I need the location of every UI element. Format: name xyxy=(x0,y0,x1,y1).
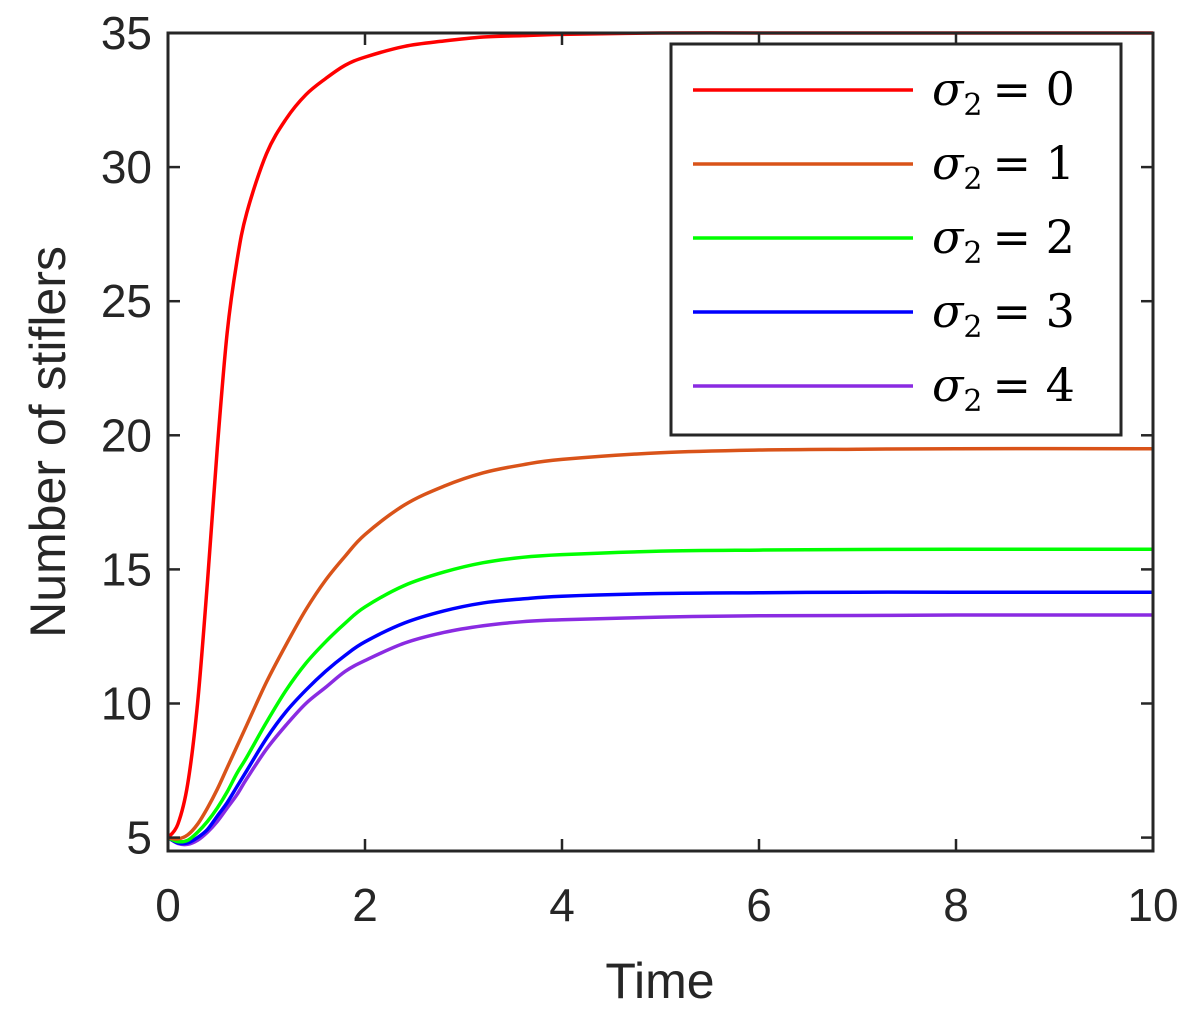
legend: σ2 = 0 σ2 = 1 σ2 = 2 σ2 = 3 σ2 = 4 xyxy=(669,42,1123,437)
y-tick-label: 30 xyxy=(101,141,152,193)
y-tick-label: 25 xyxy=(101,275,152,327)
y-axis-title: Number of stiflers xyxy=(20,246,76,638)
legend-label: σ2 = 3 xyxy=(932,284,1075,345)
x-tick-label: 10 xyxy=(1127,879,1178,931)
y-tick-label: 20 xyxy=(101,409,152,461)
series-line-1 xyxy=(167,446,1154,841)
x-tick-labels: 0 2 4 6 8 10 xyxy=(155,879,1178,931)
x-tick-label: 0 xyxy=(155,879,181,931)
legend-label: σ2 = 0 xyxy=(932,62,1075,123)
axis-ticks xyxy=(166,31,1155,851)
y-tick-label: 5 xyxy=(126,812,152,864)
series-line-2 xyxy=(167,547,1154,844)
legend-label: σ2 = 4 xyxy=(932,358,1075,419)
legend-item: σ2 = 2 xyxy=(693,210,1075,271)
y-tick-label: 15 xyxy=(101,543,152,595)
x-axis-title: Time xyxy=(605,953,714,1009)
x-tick-label: 6 xyxy=(746,879,772,931)
x-tick-label: 2 xyxy=(352,879,378,931)
series-line-3 xyxy=(167,590,1153,846)
legend-item: σ2 = 4 xyxy=(693,358,1075,419)
legend-label: σ2 = 2 xyxy=(932,210,1075,271)
legend-label: σ2 = 1 xyxy=(932,136,1075,197)
y-tick-label: 35 xyxy=(101,7,152,59)
legend-item: σ2 = 3 xyxy=(693,284,1075,345)
y-tick-label: 10 xyxy=(101,677,152,729)
plot-frame xyxy=(166,31,1155,853)
y-tick-labels: 5 10 15 20 25 30 35 xyxy=(101,7,152,864)
legend-items: σ2 = 0 σ2 = 1 σ2 = 2 σ2 = 3 σ2 = 4 xyxy=(693,62,1075,419)
series-line-4 xyxy=(167,613,1154,847)
legend-item: σ2 = 0 xyxy=(693,62,1075,123)
x-tick-label: 4 xyxy=(549,879,575,931)
x-tick-label: 8 xyxy=(943,879,969,931)
legend-item: σ2 = 1 xyxy=(693,136,1075,197)
